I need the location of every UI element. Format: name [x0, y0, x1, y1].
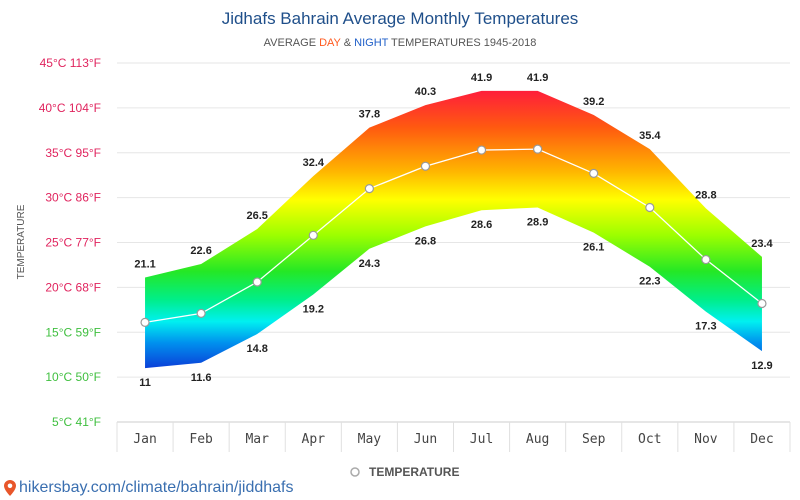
average-point[interactable]: [308, 230, 318, 240]
source-link[interactable]: hikersbay.com/climate/bahrain/jiddhafs: [4, 479, 294, 497]
night-value-label: 24.3: [359, 258, 380, 270]
average-point[interactable]: [364, 184, 374, 194]
temperature-band: [145, 90, 762, 369]
x-tick-label: Apr: [302, 432, 326, 447]
night-value-label: 14.8: [246, 343, 267, 355]
day-value-label: 21.1: [134, 259, 155, 271]
day-value-label: 39.2: [583, 96, 604, 108]
night-value-label: 19.2: [303, 304, 324, 316]
day-value-label: 22.6: [190, 245, 211, 257]
night-value-label: 28.6: [471, 219, 492, 231]
x-tick-label: Feb: [189, 432, 213, 447]
subtitle-suffix: TEMPERATURES 1945-2018: [388, 37, 536, 49]
source-url: hikersbay.com/climate/bahrain/jiddhafs: [19, 479, 294, 496]
night-value-label: 22.3: [639, 276, 660, 288]
day-value-label: 41.9: [527, 72, 548, 84]
y-tick-label: 20°C 68°F: [45, 280, 101, 294]
night-value-label: 17.3: [695, 321, 716, 333]
y-tick-label: 15°C 59°F: [45, 325, 101, 339]
average-point[interactable]: [140, 317, 150, 327]
y-axis-label: TEMPERATURE: [16, 204, 27, 279]
y-tick-label: 30°C 86°F: [45, 191, 101, 205]
night-value-label: 26.1: [583, 242, 604, 254]
day-value-label: 41.9: [471, 72, 492, 84]
day-value-label: 35.4: [639, 130, 661, 142]
chart-title: Jidhafs Bahrain Average Monthly Temperat…: [222, 9, 579, 28]
y-tick-label: 25°C 77°F: [45, 236, 101, 250]
day-value-label: 40.3: [415, 86, 436, 98]
x-tick-label: Jan: [133, 432, 156, 447]
day-value-label: 23.4: [751, 238, 773, 250]
x-tick-label: Sep: [582, 432, 606, 447]
map-pin-icon: [4, 480, 16, 496]
y-tick-labels: 45°C 113°F 40°C 104°F 35°C 95°F 30°C 86°F 25…: [39, 56, 101, 429]
day-value-labels: 21.1 22.6 26.5 32.4 37.8 40.3 41.9 41.9 39.2 35.4…: [134, 72, 773, 271]
night-value-label: 28.9: [527, 216, 548, 228]
average-point[interactable]: [533, 144, 543, 154]
night-value-label: 26.8: [415, 235, 436, 247]
x-axis: Jan Feb Mar Apr May Jun Jul Aug Sep Oct Nov Dec: [116, 421, 791, 452]
x-tick-label: Dec: [750, 432, 773, 447]
x-tick-label: Oct: [638, 432, 661, 447]
x-tick-label: May: [358, 432, 382, 447]
average-point[interactable]: [196, 308, 206, 319]
night-value-label: 11.6: [191, 372, 212, 384]
subtitle-day: DAY: [319, 37, 341, 49]
average-point[interactable]: [420, 161, 431, 171]
legend[interactable]: TEMPERATURE: [350, 465, 459, 479]
legend-label: TEMPERATURE: [369, 465, 459, 479]
average-line: [140, 144, 767, 327]
day-value-label: 37.8: [359, 109, 380, 121]
average-point[interactable]: [645, 202, 655, 213]
night-value-labels: 11 11.6 14.8 19.2 24.3 26.8 28.6 28.9 26.1 22.3 17…: [139, 216, 772, 389]
day-value-label: 32.4: [303, 157, 325, 169]
average-point[interactable]: [252, 277, 262, 287]
y-tick-label: 45°C 113°F: [40, 56, 101, 70]
x-tick-label: Nov: [694, 432, 718, 447]
subtitle-mid: &: [341, 37, 354, 49]
x-tick-label: Mar: [245, 432, 269, 447]
y-tick-label: 35°C 95°F: [45, 146, 101, 160]
y-tick-label: 5°C 41°F: [52, 415, 101, 429]
subtitle-night: NIGHT: [354, 37, 389, 49]
average-point[interactable]: [589, 168, 599, 178]
night-value-label: 12.9: [751, 360, 772, 372]
day-value-label: 26.5: [246, 210, 267, 222]
x-tick-label: Aug: [526, 432, 549, 447]
average-point[interactable]: [757, 298, 767, 309]
subtitle-prefix: AVERAGE: [264, 37, 319, 49]
chart-subtitle: AVERAGE DAY & NIGHT TEMPERATURES 1945-20…: [264, 37, 537, 49]
y-tick-label: 10°C 50°F: [45, 370, 101, 384]
day-night-band: [145, 90, 762, 369]
average-point[interactable]: [701, 254, 711, 265]
x-tick-label: Jun: [414, 432, 437, 447]
night-value-label: 11: [139, 377, 151, 389]
x-tick-label: Jul: [470, 432, 493, 447]
day-value-label: 28.8: [695, 189, 716, 201]
average-point[interactable]: [476, 145, 487, 155]
legend-marker-icon: [350, 467, 360, 477]
average-line-path: [144, 148, 763, 324]
y-tick-label: 40°C 104°F: [39, 101, 101, 115]
